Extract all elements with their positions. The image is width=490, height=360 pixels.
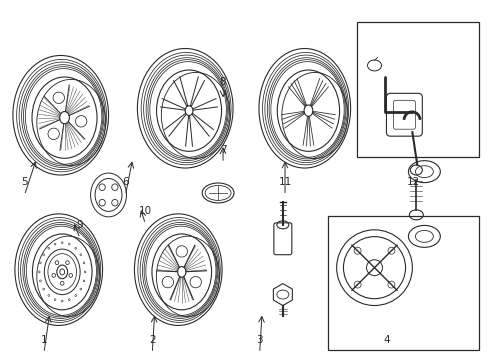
Bar [357, 22, 479, 157]
Bar [328, 216, 479, 350]
Text: 12: 12 [407, 177, 420, 187]
Text: 5: 5 [21, 177, 28, 187]
Text: 8: 8 [220, 77, 226, 87]
Text: 6: 6 [122, 177, 129, 187]
Text: 9: 9 [77, 220, 83, 230]
Text: 4: 4 [383, 335, 390, 345]
Text: 10: 10 [139, 206, 152, 216]
Text: 7: 7 [220, 145, 226, 155]
Text: 1: 1 [41, 335, 47, 345]
Text: 2: 2 [149, 335, 155, 345]
Text: 3: 3 [256, 335, 263, 345]
Text: 11: 11 [278, 177, 292, 187]
